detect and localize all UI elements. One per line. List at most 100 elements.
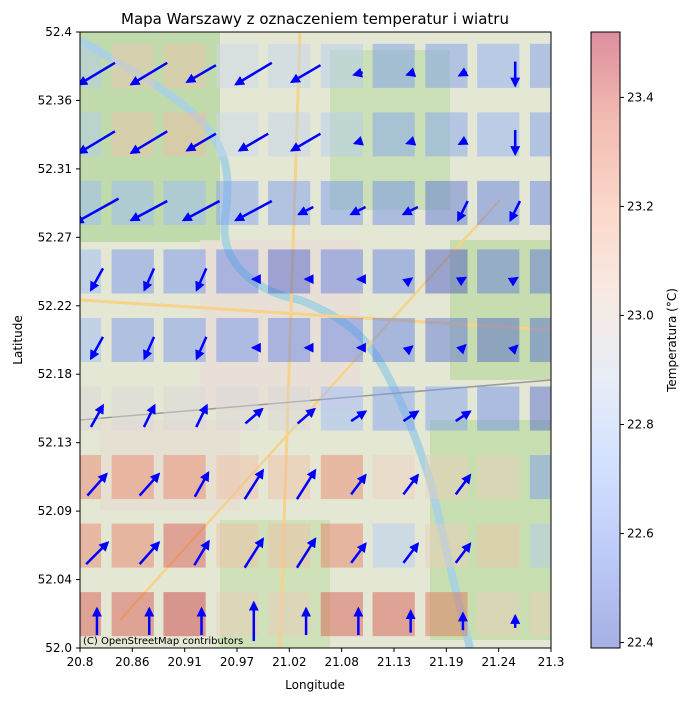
- wind-arrow: [402, 542, 420, 564]
- temperature-cell: [111, 249, 154, 294]
- wind-arrow: [295, 468, 317, 500]
- temperature-cell: [268, 386, 311, 431]
- temperature-cell: [268, 523, 311, 568]
- wind-arrow: [297, 205, 314, 216]
- temperature-cell: [268, 455, 311, 500]
- temperature-cell: [425, 455, 468, 500]
- y-axis-label: Latitude: [11, 315, 25, 364]
- temperature-cell: [80, 523, 102, 568]
- wind-arrow: [185, 64, 217, 84]
- temperature-cell: [425, 317, 468, 363]
- temperature-cell: [425, 112, 468, 157]
- wind-arrow: [89, 403, 105, 428]
- wind-arrow: [350, 542, 367, 564]
- wind-arrow: [350, 473, 367, 496]
- temperature-cell: [268, 112, 311, 157]
- temperature-cell: [216, 249, 259, 294]
- wind-arrow: [402, 473, 420, 496]
- temperature-cell: [216, 386, 259, 431]
- y-tick-label: 52.18: [38, 367, 72, 381]
- railway: [80, 379, 551, 421]
- x-tick-label: 20.91: [167, 655, 201, 669]
- forest-patch: [330, 50, 450, 210]
- wind-arrow: [405, 67, 417, 77]
- wind-arrow: [80, 197, 120, 224]
- temperature-cell: [372, 112, 415, 157]
- wind-arrow: [234, 199, 273, 222]
- urban-area: [200, 240, 360, 410]
- wind-arrow: [244, 407, 264, 425]
- wind-arrow: [352, 67, 364, 78]
- wind-arrow: [138, 540, 161, 565]
- temperature-cell: [372, 317, 415, 363]
- temperature-cell: [320, 455, 363, 500]
- colorbar-tick-label: 23.2: [627, 199, 654, 213]
- temperature-cell: [425, 43, 468, 88]
- main-road: [80, 298, 551, 332]
- wind-arrow: [296, 407, 316, 425]
- temperature-cell: [529, 112, 551, 157]
- temperature-cell: [320, 43, 363, 88]
- forest-patch: [450, 240, 551, 380]
- colorbar-frame: [590, 31, 621, 649]
- wind-arrow: [457, 135, 469, 146]
- x-axis-label: Longitude: [285, 678, 345, 692]
- wind-arrow: [352, 136, 364, 146]
- wind-arrows: [80, 61, 522, 642]
- temperature-cell: [320, 386, 363, 431]
- temperature-cell: [163, 43, 206, 88]
- x-axis: 20.8 20.86 20.91 20.97 21.02 21.08 21.13 21.19 2…: [67, 648, 564, 669]
- temperature-cell: [529, 592, 551, 637]
- wind-arrow: [295, 537, 317, 569]
- temperature-cell: [425, 386, 468, 431]
- wind-arrow: [349, 205, 367, 216]
- colorbar: 22.4 22.6 22.8 23.0 23.2 23.4 Temperatura (°C…: [590, 31, 679, 650]
- wind-arrow: [455, 276, 468, 287]
- temperature-cell: [111, 43, 154, 88]
- temperature-cell: [320, 317, 363, 363]
- wind-arrow: [401, 205, 419, 216]
- y-tick-label: 52.0: [45, 641, 72, 655]
- wind-arrow: [243, 537, 264, 569]
- temperature-cell: [268, 592, 311, 637]
- x-tick-label: 20.86: [115, 655, 149, 669]
- temperature-cell: [372, 43, 415, 88]
- temperature-cell: [477, 592, 520, 637]
- temperature-cell: [529, 180, 551, 225]
- wind-arrow: [289, 132, 322, 152]
- wind-arrow: [143, 267, 156, 292]
- temperature-cell: [372, 249, 415, 294]
- chart-title: Mapa Warszawy z oznaczeniem temperatur i…: [121, 10, 509, 28]
- temperature-cell: [477, 43, 520, 88]
- temperature-cell: [163, 112, 206, 157]
- colorbar-tick-label: 23.0: [627, 308, 654, 322]
- wind-arrow: [138, 472, 161, 497]
- temperature-cell: [372, 386, 415, 431]
- axes-frame: [79, 31, 552, 649]
- wind-arrow: [80, 61, 116, 86]
- wind-arrow: [195, 336, 208, 361]
- temperature-cell: [111, 523, 154, 568]
- y-tick-label: 52.36: [38, 93, 72, 107]
- temperature-cell: [268, 249, 311, 294]
- map-attribution: (C) OpenStreetMap contributors: [83, 636, 243, 647]
- temperature-cell: [529, 317, 551, 363]
- wind-arrow: [129, 199, 168, 222]
- temperature-cell: [529, 455, 551, 500]
- temperature-cell: [529, 249, 551, 294]
- colorbar-ticks: 22.4 22.6 22.8 23.0 23.2 23.4: [620, 90, 654, 650]
- temperature-cell: [80, 455, 102, 500]
- temperature-cell: [477, 523, 520, 568]
- x-tick-label: 21.02: [272, 655, 306, 669]
- y-tick-label: 52.04: [38, 573, 72, 587]
- temperature-cell: [111, 455, 154, 500]
- wind-arrow: [195, 267, 208, 292]
- temperature-cell: [163, 523, 206, 568]
- temperature-cell: [111, 386, 154, 431]
- y-tick-label: 52.09: [38, 504, 72, 518]
- temperature-cell: [111, 317, 154, 363]
- wind-arrow: [129, 130, 168, 154]
- wind-arrow: [193, 471, 210, 498]
- temperature-cell: [477, 455, 520, 500]
- wind-arrow: [507, 276, 519, 287]
